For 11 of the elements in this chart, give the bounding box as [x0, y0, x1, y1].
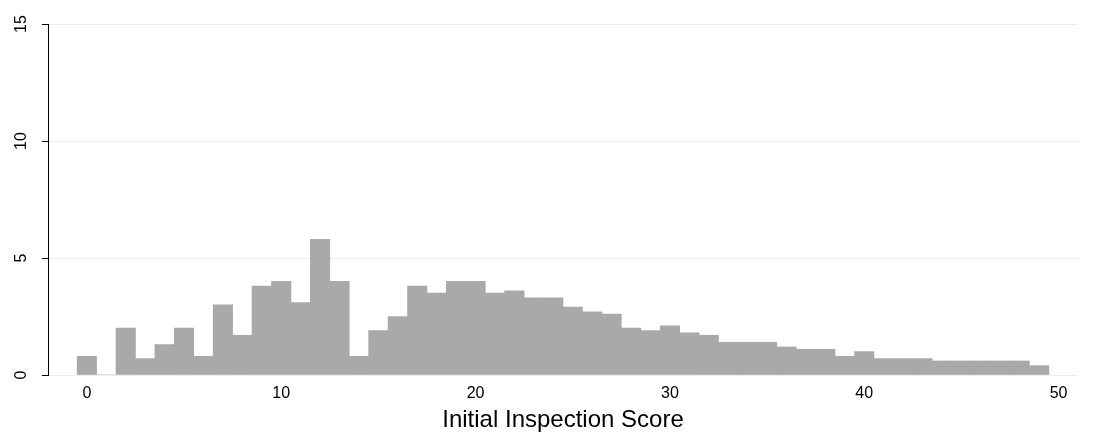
x-tick-label: 10: [272, 384, 291, 402]
y-tick-label: 5: [12, 253, 30, 263]
x-tick-label: 40: [855, 384, 874, 402]
y-tick-label: 0: [12, 370, 30, 380]
y-tick-label: 10: [12, 132, 30, 150]
x-tick-label: 0: [82, 384, 92, 402]
x-tick-label: 50: [1049, 384, 1068, 402]
y-tick-label: 15: [12, 15, 30, 33]
x-tick-label: 30: [660, 384, 679, 402]
x-tick-label: 20: [466, 384, 485, 402]
x-axis-title: Initial Inspection Score: [442, 405, 684, 433]
